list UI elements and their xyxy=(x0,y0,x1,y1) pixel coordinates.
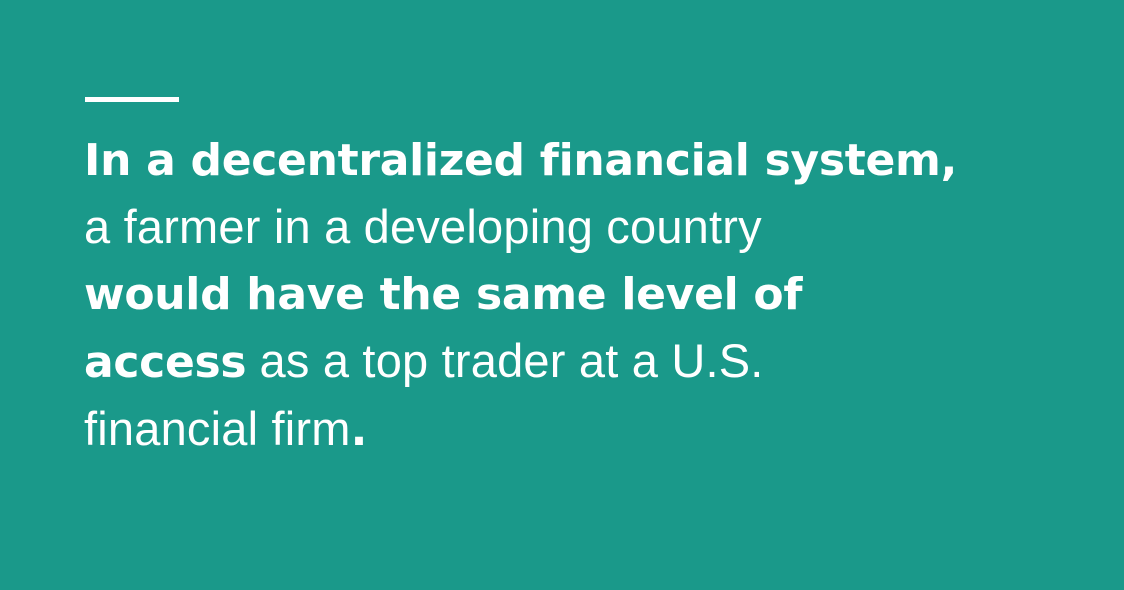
quote-line-2: a farmer in a developing country xyxy=(84,194,1084,262)
quote-line-4: access as a top trader at a U.S. xyxy=(84,328,1084,396)
quote-line-4-light: as a top trader at a U.S. xyxy=(246,334,764,387)
quote-line-5-bold: . xyxy=(350,405,368,456)
quote-line-5: financial firm. xyxy=(84,396,1084,464)
quote-line-5-light: financial firm xyxy=(84,402,351,455)
quote-line-2-light: a farmer in a developing country xyxy=(84,200,762,253)
quote-line-3: would have the same level of xyxy=(84,262,1084,328)
quote-line-1: In a decentralized financial system, xyxy=(84,128,1084,194)
accent-rule xyxy=(85,97,179,102)
quote-line-4-bold: access xyxy=(84,337,247,388)
quote-line-1-bold: In a decentralized financial system, xyxy=(84,135,957,186)
quote-line-3-bold: would have the same level of xyxy=(84,269,803,320)
quote-text: In a decentralized financial system, a f… xyxy=(84,128,1084,464)
